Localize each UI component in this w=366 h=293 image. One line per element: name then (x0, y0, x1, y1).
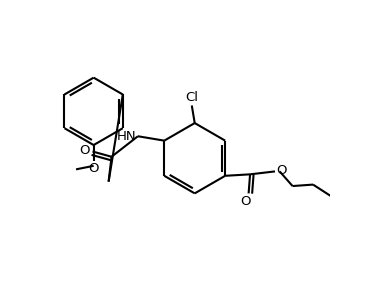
Text: O: O (88, 162, 99, 175)
Text: O: O (276, 164, 287, 177)
Text: O: O (240, 195, 251, 208)
Text: HN: HN (117, 130, 137, 143)
Text: Cl: Cl (185, 91, 198, 104)
Text: O: O (80, 144, 90, 157)
